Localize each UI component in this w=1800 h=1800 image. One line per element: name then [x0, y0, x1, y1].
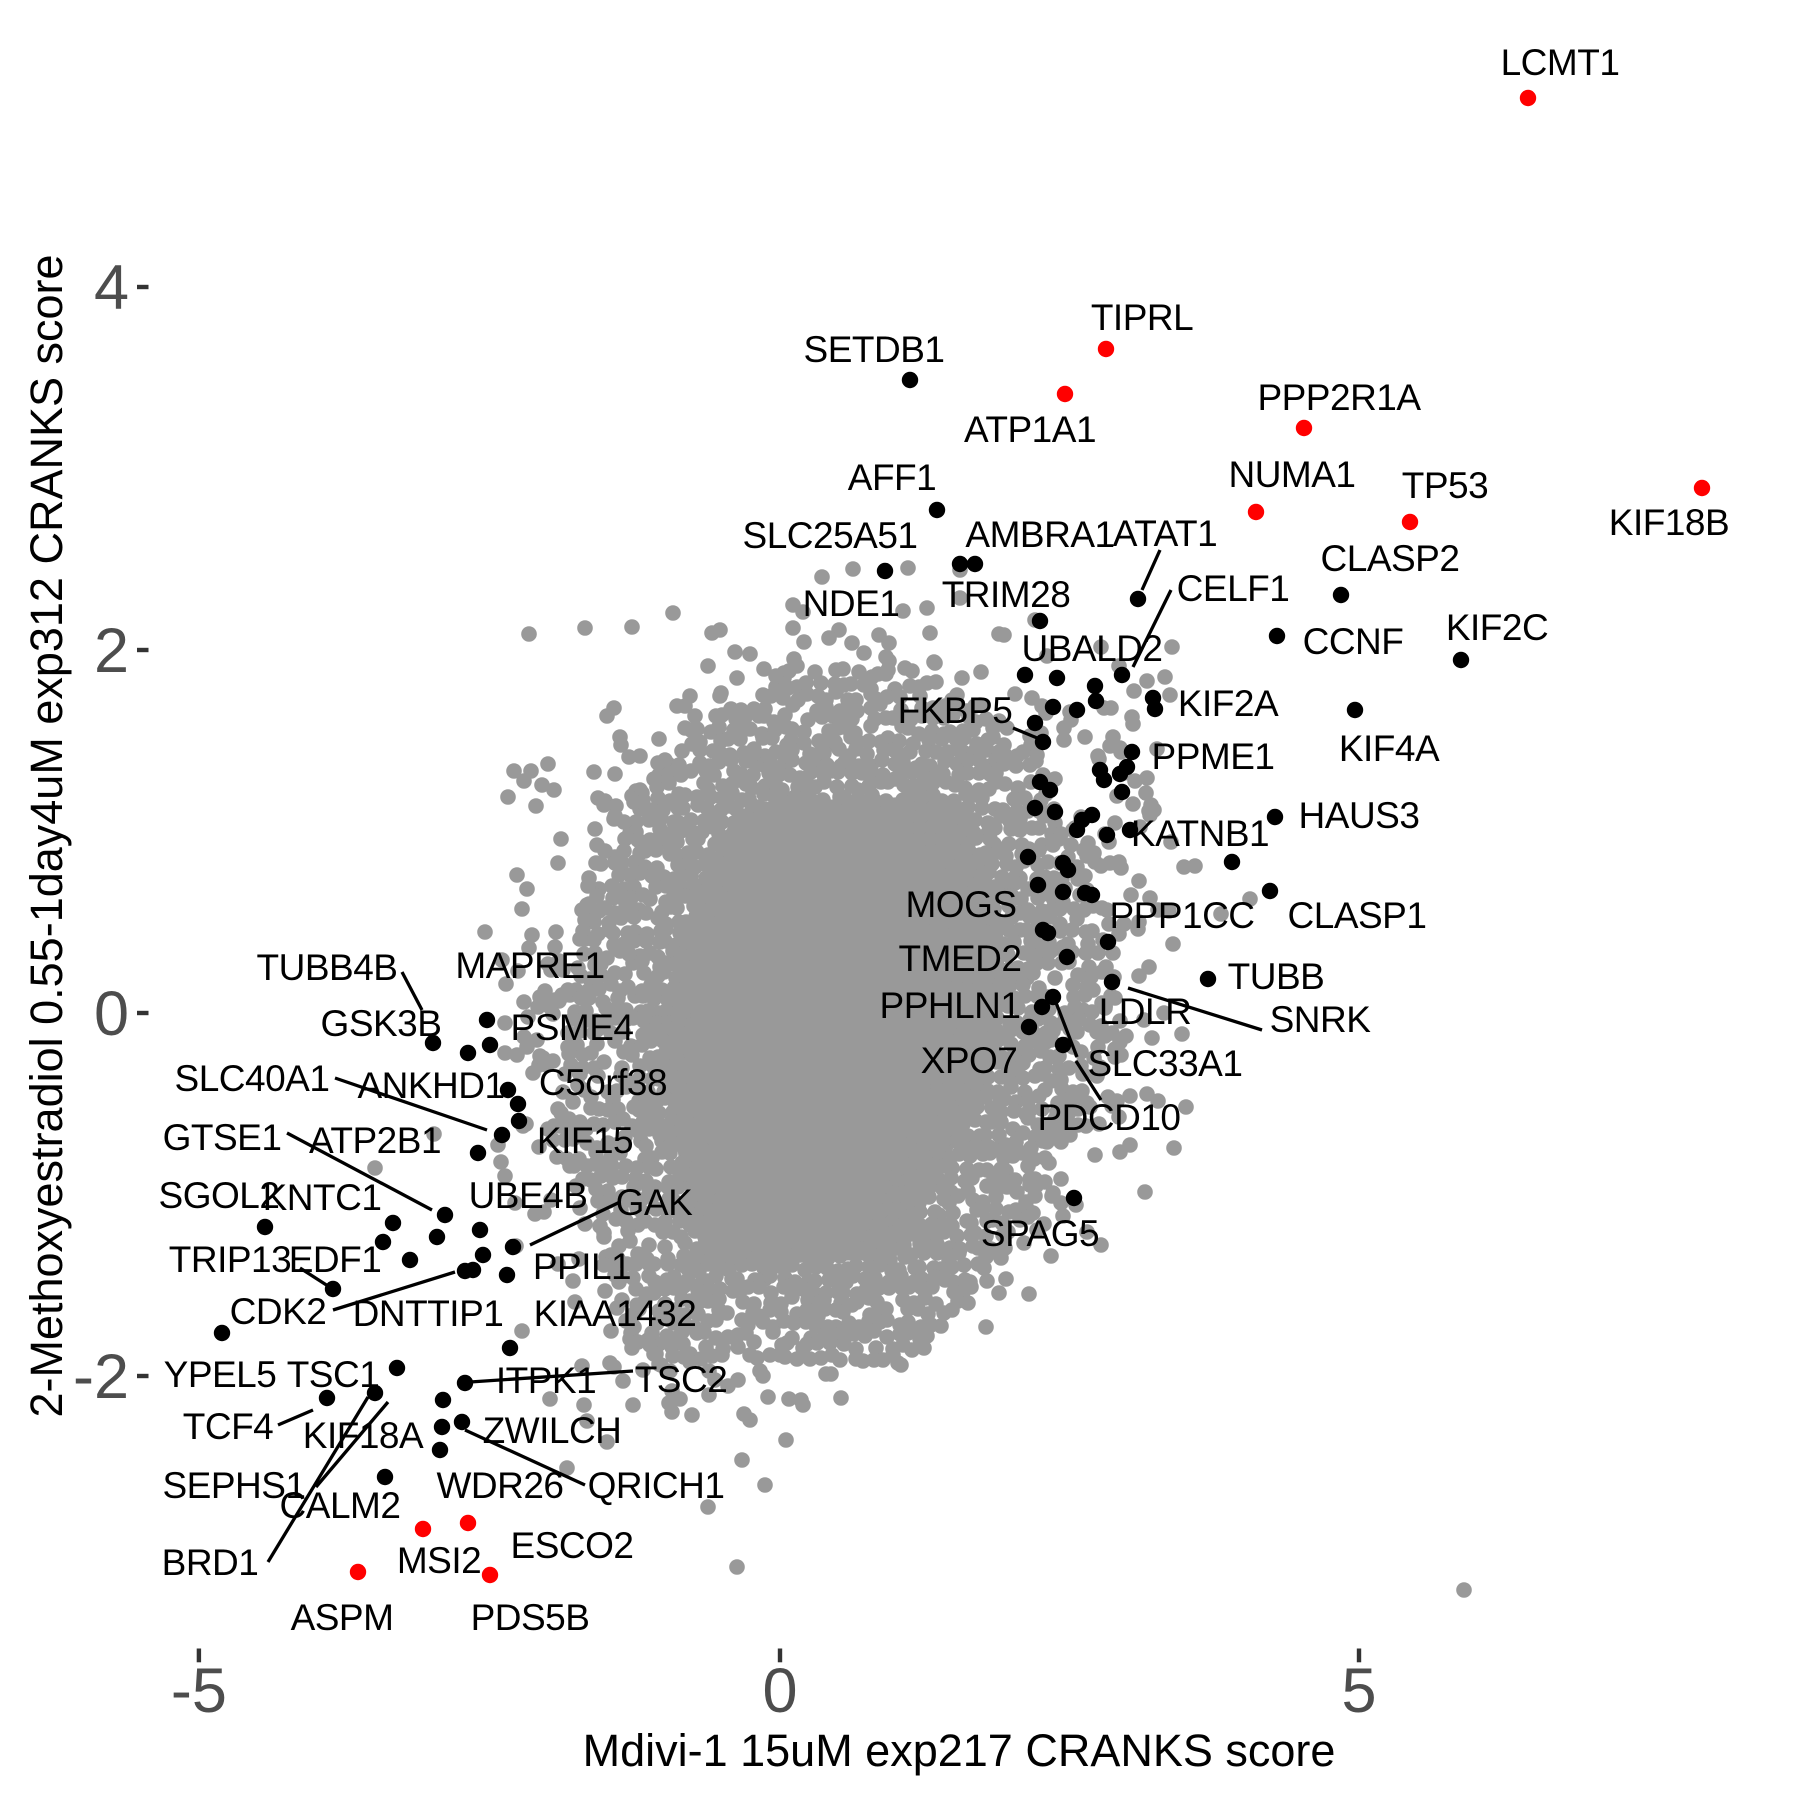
svg-text:KIF2A: KIF2A	[1178, 683, 1279, 724]
svg-text:PPME1: PPME1	[1152, 736, 1275, 777]
svg-text:ZWILCH: ZWILCH	[483, 1410, 622, 1451]
svg-text:SLC33A1: SLC33A1	[1088, 1043, 1243, 1084]
svg-text:PPIL1: PPIL1	[533, 1246, 631, 1287]
svg-text:ATAT1: ATAT1	[1113, 513, 1217, 554]
svg-text:2: 2	[94, 616, 129, 686]
svg-text:SEPHS1: SEPHS1	[162, 1465, 305, 1506]
svg-text:GSK3B: GSK3B	[321, 1003, 442, 1044]
svg-text:AMBRA1: AMBRA1	[965, 514, 1114, 555]
svg-text:0: 0	[762, 1656, 797, 1726]
svg-text:TUBB4B: TUBB4B	[257, 947, 398, 988]
svg-text:4: 4	[94, 253, 129, 323]
svg-text:CLASP2: CLASP2	[1321, 538, 1460, 579]
svg-text:NDE1: NDE1	[803, 583, 900, 624]
svg-text:TIPRL: TIPRL	[1091, 297, 1193, 338]
svg-text:ITPK1: ITPK1	[496, 1360, 596, 1401]
svg-text:HAUS3: HAUS3	[1299, 795, 1420, 836]
svg-text:TMED2: TMED2	[899, 938, 1022, 979]
svg-text:TCF4: TCF4	[183, 1406, 274, 1447]
svg-text:KIF18A: KIF18A	[303, 1415, 424, 1456]
svg-text:PDCD10: PDCD10	[1038, 1097, 1181, 1138]
svg-text:KIF18B: KIF18B	[1609, 502, 1729, 543]
svg-text:LCMT1: LCMT1	[1501, 42, 1620, 83]
svg-text:TUBB: TUBB	[1228, 956, 1325, 997]
svg-text:SNRK: SNRK	[1270, 999, 1372, 1040]
svg-text:BRD1: BRD1	[162, 1542, 259, 1583]
svg-text:CALM2: CALM2	[280, 1485, 401, 1526]
svg-text:FKBP5: FKBP5	[898, 690, 1013, 731]
svg-text:KIF2C: KIF2C	[1446, 607, 1548, 648]
svg-text:UBALD2: UBALD2	[1022, 628, 1163, 669]
svg-text:XPO7: XPO7	[921, 1040, 1018, 1081]
svg-text:ASPM: ASPM	[291, 1597, 394, 1638]
svg-text:KNTC1: KNTC1	[263, 1177, 382, 1218]
svg-text:SETDB1: SETDB1	[804, 329, 945, 370]
svg-text:MOGS: MOGS	[905, 884, 1016, 925]
svg-text:TSC1: TSC1	[287, 1354, 380, 1395]
svg-text:CLASP1: CLASP1	[1288, 895, 1427, 936]
svg-text:TSC2: TSC2	[635, 1359, 728, 1400]
svg-text:5: 5	[1341, 1656, 1376, 1726]
svg-text:AFF1: AFF1	[848, 457, 936, 498]
svg-text:SPAG5: SPAG5	[981, 1213, 1099, 1254]
svg-text:EDF1: EDF1	[289, 1239, 382, 1280]
svg-text:LDLR: LDLR	[1099, 991, 1192, 1032]
svg-text:0: 0	[94, 979, 129, 1049]
svg-text:TRIP13: TRIP13	[169, 1239, 291, 1280]
svg-text:Mdivi-1 15uM exp217 CRANKS sco: Mdivi-1 15uM exp217 CRANKS score	[583, 1725, 1336, 1776]
svg-text:KATNB1: KATNB1	[1131, 813, 1269, 854]
svg-text:ATP2B1: ATP2B1	[309, 1120, 441, 1161]
svg-text:PPP1CC: PPP1CC	[1109, 895, 1254, 936]
svg-text:TRIM28: TRIM28	[942, 574, 1071, 615]
svg-text:C5orf38: C5orf38	[539, 1062, 667, 1103]
svg-text:GAK: GAK	[616, 1182, 693, 1223]
svg-text:KIAA1432: KIAA1432	[534, 1293, 697, 1334]
svg-text:SGOL2: SGOL2	[159, 1175, 280, 1216]
svg-text:CDK2: CDK2	[230, 1291, 327, 1332]
svg-text:PDS5B: PDS5B	[471, 1597, 590, 1638]
svg-text:MAPRE1: MAPRE1	[455, 945, 604, 986]
svg-text:2-Methoxyestradiol 0.55-1day4u: 2-Methoxyestradiol 0.55-1day4uM exp312 C…	[21, 254, 72, 1417]
svg-text:PPP2R1A: PPP2R1A	[1257, 377, 1421, 418]
svg-text:DNTTIP1: DNTTIP1	[353, 1293, 504, 1334]
svg-text:MSI2: MSI2	[397, 1540, 481, 1581]
svg-text:PSME4: PSME4	[511, 1007, 634, 1048]
svg-text:SLC25A51: SLC25A51	[743, 515, 918, 556]
svg-text:ESCO2: ESCO2	[511, 1525, 634, 1566]
svg-text:GTSE1: GTSE1	[163, 1117, 282, 1158]
svg-text:PPHLN1: PPHLN1	[880, 985, 1021, 1026]
svg-text:KIF4A: KIF4A	[1339, 728, 1440, 769]
svg-text:-5: -5	[171, 1656, 227, 1726]
svg-text:ATP1A1: ATP1A1	[964, 409, 1096, 450]
svg-text:YPEL5: YPEL5	[164, 1354, 277, 1395]
svg-text:NUMA1: NUMA1	[1228, 454, 1355, 495]
svg-text:TP53: TP53	[1402, 465, 1488, 506]
svg-text:ANKHD1: ANKHD1	[357, 1065, 504, 1106]
svg-text:CELF1: CELF1	[1177, 568, 1290, 609]
svg-text:KIF15: KIF15	[537, 1120, 633, 1161]
svg-text:-2: -2	[73, 1342, 129, 1412]
svg-text:QRICH1: QRICH1	[588, 1465, 725, 1506]
svg-text:CCNF: CCNF	[1303, 621, 1404, 662]
svg-text:UBE4B: UBE4B	[469, 1175, 588, 1216]
svg-text:SLC40A1: SLC40A1	[175, 1058, 330, 1099]
svg-text:WDR26: WDR26	[436, 1465, 563, 1506]
